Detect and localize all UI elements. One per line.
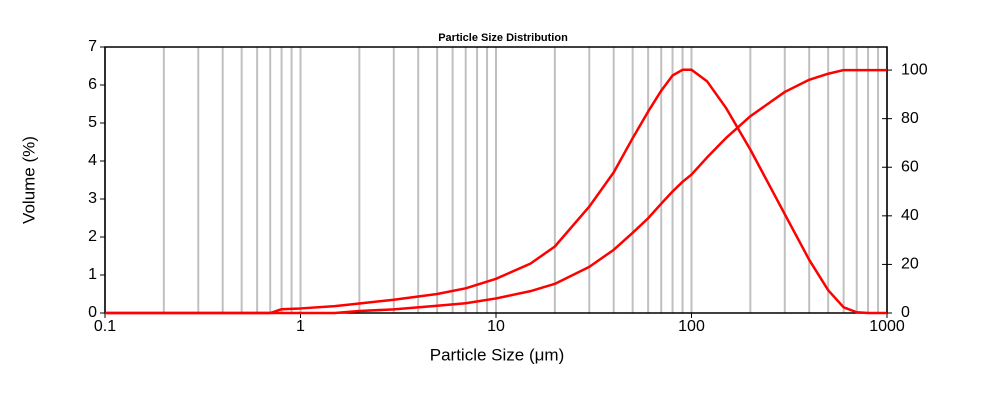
x-tick-label: 10 xyxy=(487,318,505,335)
x-tick-label: 100 xyxy=(678,318,705,335)
x-axis-label: Particle Size (μm) xyxy=(430,345,564,364)
y2-tick-label: 20 xyxy=(901,256,919,273)
y2-tick-label: 40 xyxy=(901,207,919,224)
y2-tick-label: 0 xyxy=(901,304,910,321)
y-tick-label: 6 xyxy=(88,76,97,93)
x-tick-label: 1 xyxy=(296,318,305,335)
y2-tick-label: 80 xyxy=(901,110,919,127)
y-axis-label: Volume (%) xyxy=(19,136,38,224)
y-tick-label: 1 xyxy=(88,266,97,283)
y-tick-label: 2 xyxy=(88,228,97,245)
y-tick-label: 5 xyxy=(88,114,97,131)
x-tick-label: 0.1 xyxy=(94,318,116,335)
y2-tick-label: 60 xyxy=(901,158,919,175)
y2-tick-label: 100 xyxy=(901,61,928,78)
y-tick-label: 0 xyxy=(88,304,97,321)
data-line xyxy=(105,68,887,315)
data-line xyxy=(105,68,887,315)
y-tick-label: 4 xyxy=(88,152,97,169)
chart-title: Particle Size Distribution xyxy=(438,32,568,44)
y-tick-label: 7 xyxy=(88,38,97,55)
plot-frame xyxy=(104,46,888,314)
y-tick-label: 3 xyxy=(88,190,97,207)
x-tick-label: 1000 xyxy=(869,318,905,335)
